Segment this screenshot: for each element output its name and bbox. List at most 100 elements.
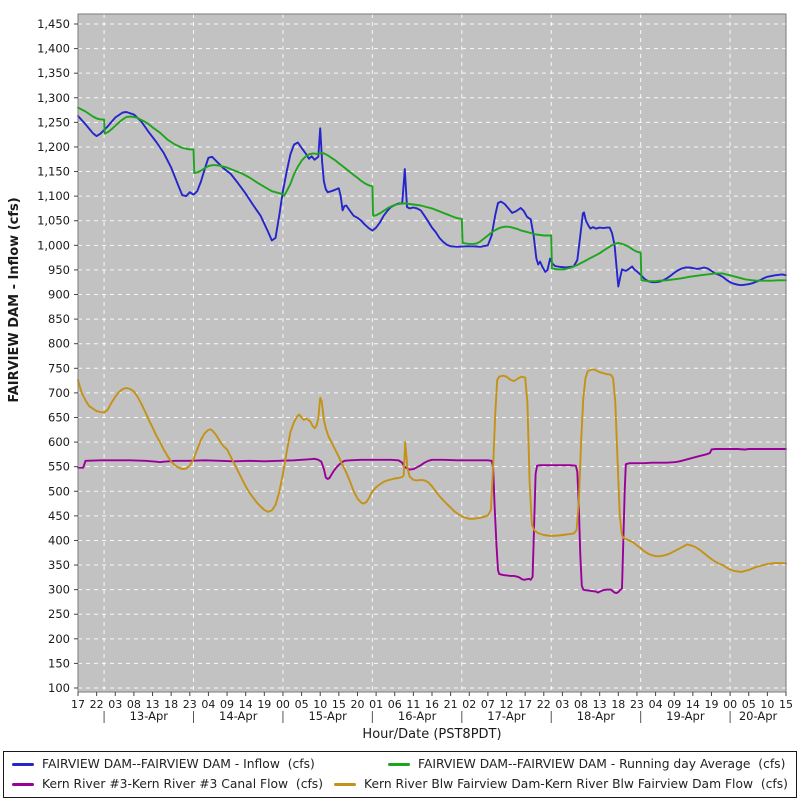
legend-row: Kern River #3-Kern River #3 Canal Flow (…	[12, 774, 788, 794]
day-label: 17-Apr	[487, 709, 526, 723]
legend-item-canal-flow: Kern River #3-Kern River #3 Canal Flow (…	[12, 777, 334, 791]
y-tick-label: 450	[48, 509, 70, 523]
hour-tick-label: 23	[630, 698, 644, 711]
x-axis: 17 22 03 08 13 18 23 04 09 14 19 00 05 10 15 20 01 06 11 16…	[71, 692, 793, 723]
hour-tick-label: 12	[500, 698, 514, 711]
y-tick-label: 650	[48, 410, 70, 424]
river-flow-line-swatch	[334, 782, 356, 786]
y-tick-label: 1,050	[37, 214, 70, 228]
day-label: 20-Apr	[739, 709, 778, 723]
hour-tick-label: 13	[146, 698, 160, 711]
hour-tick-label: 05	[742, 698, 756, 711]
time-series-chart: 1001502002503003504004505005506006507007…	[7, 13, 793, 742]
y-tick-label: 1,300	[37, 91, 70, 105]
hour-tick-label: 23	[183, 698, 197, 711]
legend-item-running-avg: FAIRVIEW DAM--FAIRVIEW DAM - Running day…	[388, 757, 785, 771]
y-tick-label: 350	[48, 558, 70, 572]
hour-tick-label: 21	[444, 698, 458, 711]
plot-area	[78, 14, 786, 692]
y-tick-label: 800	[48, 337, 70, 351]
x-axis-title: Hour/Date (PST8PDT)	[362, 727, 501, 742]
running-avg-line-swatch	[388, 762, 410, 766]
y-tick-label: 700	[48, 386, 70, 400]
series-line-1	[77, 106, 787, 283]
legend-label-river-flow: Kern River Blw Fairview Dam-Kern River B…	[364, 777, 788, 791]
hour-tick-label: 15	[779, 698, 793, 711]
legend-label-inflow: FAIRVIEW DAM--FAIRVIEW DAM - Inflow (cfs…	[42, 757, 315, 771]
series-lines	[77, 106, 787, 595]
y-tick-label: 1,250	[37, 115, 70, 129]
hour-tick-label: 02	[462, 698, 476, 711]
y-axis-title: FAIRVIEW DAM - Inflow (cfs)	[7, 197, 22, 402]
y-tick-label: 1,200	[37, 140, 70, 154]
y-tick-label: 950	[48, 263, 70, 277]
series-line-0	[77, 111, 787, 288]
y-tick-label: 1,150	[37, 165, 70, 179]
hour-tick-label: 08	[127, 698, 141, 711]
hour-tick-label: 20	[350, 698, 364, 711]
hour-tick-label: 04	[649, 698, 663, 711]
y-tick-label: 750	[48, 361, 70, 375]
hour-tick-label: 04	[201, 698, 215, 711]
day-label: 16-Apr	[398, 709, 437, 723]
hour-tick-label: 09	[667, 698, 681, 711]
day-label: 15-Apr	[308, 709, 347, 723]
hour-tick-label: 10	[313, 698, 327, 711]
legend: FAIRVIEW DAM--FAIRVIEW DAM - Inflow (cfs…	[3, 751, 797, 798]
hour-tick-label: 08	[574, 698, 588, 711]
y-tick-label: 600	[48, 435, 70, 449]
hour-tick-label: 22	[537, 698, 551, 711]
y-tick-label: 1,400	[37, 42, 70, 56]
hour-tick-label: 15	[332, 698, 346, 711]
gridlines	[78, 14, 786, 692]
hour-tick-label: 16	[425, 698, 439, 711]
y-tick-label: 1,000	[37, 238, 70, 252]
hour-tick-label: 18	[164, 698, 178, 711]
hour-tick-label: 07	[481, 698, 495, 711]
y-tick-label: 250	[48, 607, 70, 621]
hour-tick-label: 18	[611, 698, 625, 711]
hour-tick-label: 03	[108, 698, 122, 711]
hour-tick-label: 13	[593, 698, 607, 711]
hour-tick-label: 19	[257, 698, 271, 711]
hour-tick-label: 06	[388, 698, 402, 711]
hour-tick-label: 00	[276, 698, 290, 711]
y-tick-label: 500	[48, 484, 70, 498]
hour-tick-label: 17	[518, 698, 532, 711]
y-tick-label: 850	[48, 312, 70, 326]
y-tick-label: 150	[48, 656, 70, 670]
day-label: 14-Apr	[219, 709, 258, 723]
y-tick-label: 200	[48, 632, 70, 646]
y-tick-label: 550	[48, 460, 70, 474]
y-axis: 100 150 200 250 300 350 400 450 500 550 600 650 700 7…	[37, 17, 78, 695]
y-tick-label: 400	[48, 533, 70, 547]
hour-tick-label: 00	[723, 698, 737, 711]
legend-row: FAIRVIEW DAM--FAIRVIEW DAM - Inflow (cfs…	[12, 754, 788, 774]
y-tick-label: 1,350	[37, 66, 70, 80]
hour-tick-label: 14	[239, 698, 253, 711]
legend-label-canal-flow: Kern River #3-Kern River #3 Canal Flow (…	[42, 777, 324, 791]
y-tick-label: 300	[48, 583, 70, 597]
y-tick-label: 900	[48, 288, 70, 302]
hour-tick-label: 19	[704, 698, 718, 711]
inflow-line-swatch	[12, 762, 34, 766]
day-label: 18-Apr	[577, 709, 616, 723]
legend-item-inflow: FAIRVIEW DAM--FAIRVIEW DAM - Inflow (cfs…	[12, 757, 388, 771]
hour-tick-label: 11	[406, 698, 420, 711]
hour-tick-label: 17	[71, 698, 85, 711]
hour-tick-label: 03	[555, 698, 569, 711]
legend-item-river-flow: Kern River Blw Fairview Dam-Kern River B…	[334, 777, 788, 791]
day-label: 13-Apr	[130, 709, 169, 723]
day-label: 19-Apr	[666, 709, 705, 723]
hour-tick-label: 01	[369, 698, 383, 711]
hour-tick-label: 10	[760, 698, 774, 711]
y-tick-label: 100	[48, 681, 70, 695]
hour-tick-label: 05	[295, 698, 309, 711]
hour-tick-label: 22	[90, 698, 104, 711]
y-tick-label: 1,100	[37, 189, 70, 203]
canal-flow-line-swatch	[12, 782, 34, 786]
legend-label-running-avg: FAIRVIEW DAM--FAIRVIEW DAM - Running day…	[418, 757, 786, 771]
series-line-2	[77, 448, 787, 595]
y-tick-label: 1,450	[37, 17, 70, 31]
